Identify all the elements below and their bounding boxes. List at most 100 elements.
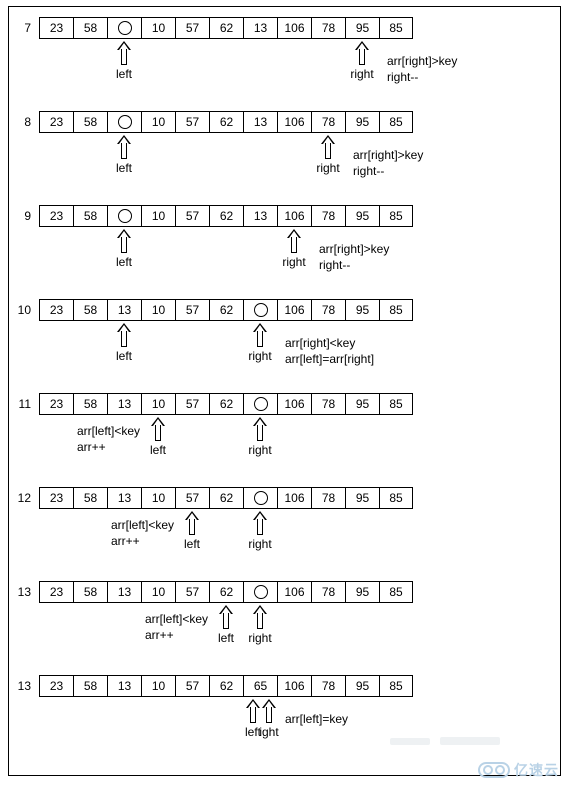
step: 9235810576213106789585leftrightarr[right…: [9, 205, 560, 293]
array-cell: 10: [141, 299, 175, 321]
array-cell: 95: [345, 393, 379, 415]
array-cell: 13: [107, 487, 141, 509]
annotation-text: arr[right]<key: [285, 335, 355, 351]
array-cell: 78: [311, 393, 345, 415]
pointer-label: right: [316, 161, 339, 175]
array-cell: [107, 205, 141, 227]
array-cell: 57: [175, 299, 209, 321]
array-cell: 57: [175, 205, 209, 227]
array-cell: 58: [73, 205, 107, 227]
array-cell: 85: [379, 487, 413, 509]
annotation-text: arr++: [111, 533, 140, 549]
annotation-text: arr++: [145, 627, 174, 643]
pointer: right: [277, 229, 311, 269]
array-cell: 57: [175, 393, 209, 415]
pointer-label: right: [282, 255, 305, 269]
array-cell: 57: [175, 111, 209, 133]
step-number: 13: [11, 585, 31, 599]
array-cell: 23: [39, 17, 73, 39]
annotation-text: arr[left]=key: [285, 711, 348, 727]
arrow-up-icon: [323, 135, 333, 159]
array-cell: 58: [73, 111, 107, 133]
array-cell: 57: [175, 581, 209, 603]
array-cell: 106: [277, 205, 311, 227]
pointer: left: [141, 417, 175, 457]
empty-slot-icon: [118, 115, 132, 129]
step-number: 11: [11, 397, 31, 411]
array-row: 235813105762106789585: [39, 393, 413, 415]
array-cell: 23: [39, 675, 73, 697]
pointer-label: right: [248, 537, 271, 551]
array-cell: 10: [141, 487, 175, 509]
pointer-label: left: [116, 349, 132, 363]
array-cell: 78: [311, 205, 345, 227]
array-cell: 10: [141, 111, 175, 133]
pointer: right: [243, 605, 277, 645]
array-cell: 85: [379, 675, 413, 697]
annotation-text: right--: [319, 257, 350, 273]
array-cell: 95: [345, 111, 379, 133]
array-cell: 58: [73, 581, 107, 603]
pointer-label: ight: [259, 725, 278, 739]
step-number: 9: [11, 209, 31, 223]
array-cell: 95: [345, 17, 379, 39]
step: 1323581310576265106789585leftightarr[lef…: [9, 675, 560, 763]
array-cell: 13: [107, 299, 141, 321]
arrow-up-icon: [255, 417, 265, 441]
empty-slot-icon: [254, 303, 268, 317]
pointer: left: [107, 229, 141, 269]
empty-slot-icon: [254, 397, 268, 411]
array-cell: 62: [209, 581, 243, 603]
array-cell: 106: [277, 17, 311, 39]
array-cell: 62: [209, 17, 243, 39]
arrow-up-icon: [264, 699, 274, 723]
step: 8235810576213106789585leftrightarr[right…: [9, 111, 560, 199]
array-cell: 106: [277, 111, 311, 133]
pointer: left: [107, 135, 141, 175]
array-cell: 85: [379, 299, 413, 321]
array-cell: 23: [39, 581, 73, 603]
array-cell: 85: [379, 393, 413, 415]
step-number: 13: [11, 679, 31, 693]
pointer: right: [345, 41, 379, 81]
array-cell: [243, 581, 277, 603]
pointer: left: [209, 605, 243, 645]
pointer: left: [175, 511, 209, 551]
arrow-up-icon: [255, 511, 265, 535]
array-cell: 78: [311, 675, 345, 697]
array-cell: 78: [311, 581, 345, 603]
array-cell: 106: [277, 299, 311, 321]
step-number: 7: [11, 21, 31, 35]
annotation-text: arr[right]>key: [353, 147, 423, 163]
array-cell: 57: [175, 487, 209, 509]
pointer-label: left: [184, 537, 200, 551]
pointer: ight: [252, 699, 286, 739]
array-cell: 78: [311, 111, 345, 133]
array-cell: 23: [39, 299, 73, 321]
array-cell: 106: [277, 393, 311, 415]
array-cell: 13: [107, 581, 141, 603]
array-cell: 85: [379, 581, 413, 603]
array-cell: 78: [311, 17, 345, 39]
array-cell: 78: [311, 487, 345, 509]
step-number: 8: [11, 115, 31, 129]
array-cell: 10: [141, 393, 175, 415]
array-cell: 10: [141, 581, 175, 603]
array-cell: [243, 299, 277, 321]
array-cell: 85: [379, 17, 413, 39]
step-number: 12: [11, 491, 31, 505]
array-cell: 58: [73, 487, 107, 509]
arrow-up-icon: [255, 323, 265, 347]
array-row: 235813105762106789585: [39, 299, 413, 321]
array-cell: 13: [107, 393, 141, 415]
step: 13235813105762106789585leftrightarr[left…: [9, 581, 560, 669]
pointer-label: left: [218, 631, 234, 645]
array-cell: 62: [209, 393, 243, 415]
array-cell: [107, 111, 141, 133]
array-cell: 58: [73, 675, 107, 697]
watermark-icon: [478, 762, 510, 778]
array-cell: 106: [277, 581, 311, 603]
array-cell: 23: [39, 111, 73, 133]
array-row: 235813105762106789585: [39, 487, 413, 509]
array-cell: 13: [107, 675, 141, 697]
